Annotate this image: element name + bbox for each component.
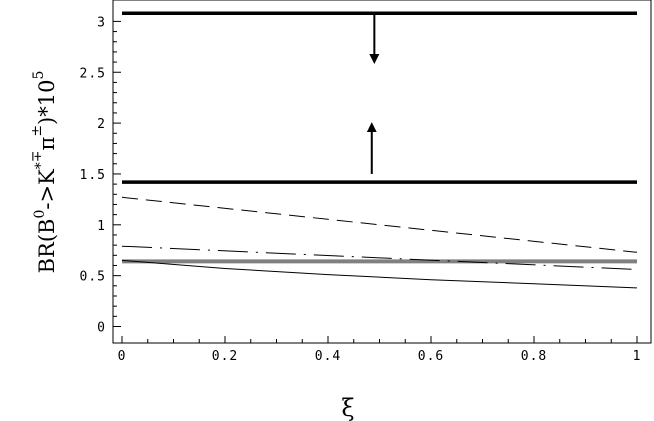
- series-line-5-dash-dot: [121, 245, 638, 270]
- x-tick-label: 0.8: [521, 349, 547, 364]
- x-tick-label: 0: [118, 349, 127, 364]
- y-title-pm1: ∓: [29, 150, 45, 162]
- y-tick-label: 3: [97, 15, 106, 30]
- y-tick-label: 1.5: [80, 168, 106, 183]
- y-title-zero: 0: [32, 210, 48, 219]
- x-tick-label: 0.2: [212, 349, 238, 364]
- plot-frame: [112, 0, 652, 344]
- y-title-pm2: ±: [29, 125, 45, 137]
- series-layer: [121, 11, 638, 289]
- y-title-exp: 5: [31, 71, 47, 80]
- y-tick-label: 2: [97, 117, 106, 132]
- y-title-mid: ->K: [35, 169, 59, 210]
- y-axis-title: BR(B0->K*∓π±)*105: [29, 71, 59, 274]
- y-tick-label: 1: [97, 219, 106, 234]
- x-tick-label: 1: [633, 349, 642, 364]
- y-tick-label: 0: [97, 321, 106, 336]
- tick-layer: 0 0.2 0.4 0.6 0.8 1 0 0.5 1 1.5 2 2.5 3: [80, 15, 642, 364]
- x-tick-label: 0.4: [315, 349, 341, 364]
- x-axis-title: ξ: [341, 394, 354, 421]
- x-tick-label: 0.6: [418, 349, 444, 364]
- y-title-pi: π: [35, 136, 59, 150]
- y-title-base: BR(B: [35, 219, 59, 274]
- y-title-star: *: [33, 162, 49, 169]
- y-tick-label: 0.5: [80, 270, 106, 285]
- series-line-6-solid-thin: [121, 259, 638, 289]
- svg-text:BR(B0->K*∓π±)*105: BR(B0->K*∓π±)*105: [29, 71, 59, 274]
- y-title-tail: )*10: [35, 80, 59, 125]
- series-line-4-dashed: [121, 196, 638, 253]
- arrow-layer: [366, 13, 380, 174]
- y-tick-label: 2.5: [80, 66, 106, 81]
